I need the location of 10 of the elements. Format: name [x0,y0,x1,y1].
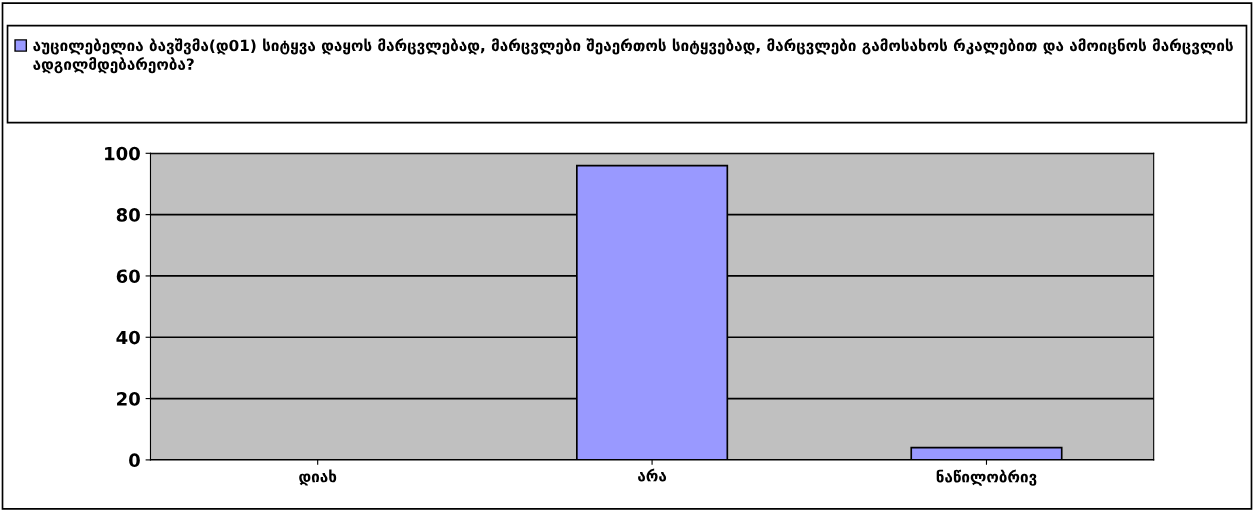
y-tick-label: 20 [117,392,140,406]
legend-label: აუცილებელია ბავშვმა(დ01) სიტყვა დაყოს მარცვლებად, მარცვლები შეაერთოს სიტყვებად, მარცვლები გამოსახოს რკალებით და ამოიცნოს მარცვლის ადგილმდებარეობა? [33,38,1233,74]
y-tick-label: 100 [105,146,140,161]
x-tick-label: დიახ [299,469,337,486]
y-tick-label: 40 [116,330,140,345]
y-tick-label: 0 [129,453,140,468]
y-tick-label: 60 [116,269,140,284]
x-tick-label: არა [638,468,667,482]
x-tick-label: ნაწილობრივ [936,469,1037,486]
y-tick-label: 80 [116,208,140,222]
